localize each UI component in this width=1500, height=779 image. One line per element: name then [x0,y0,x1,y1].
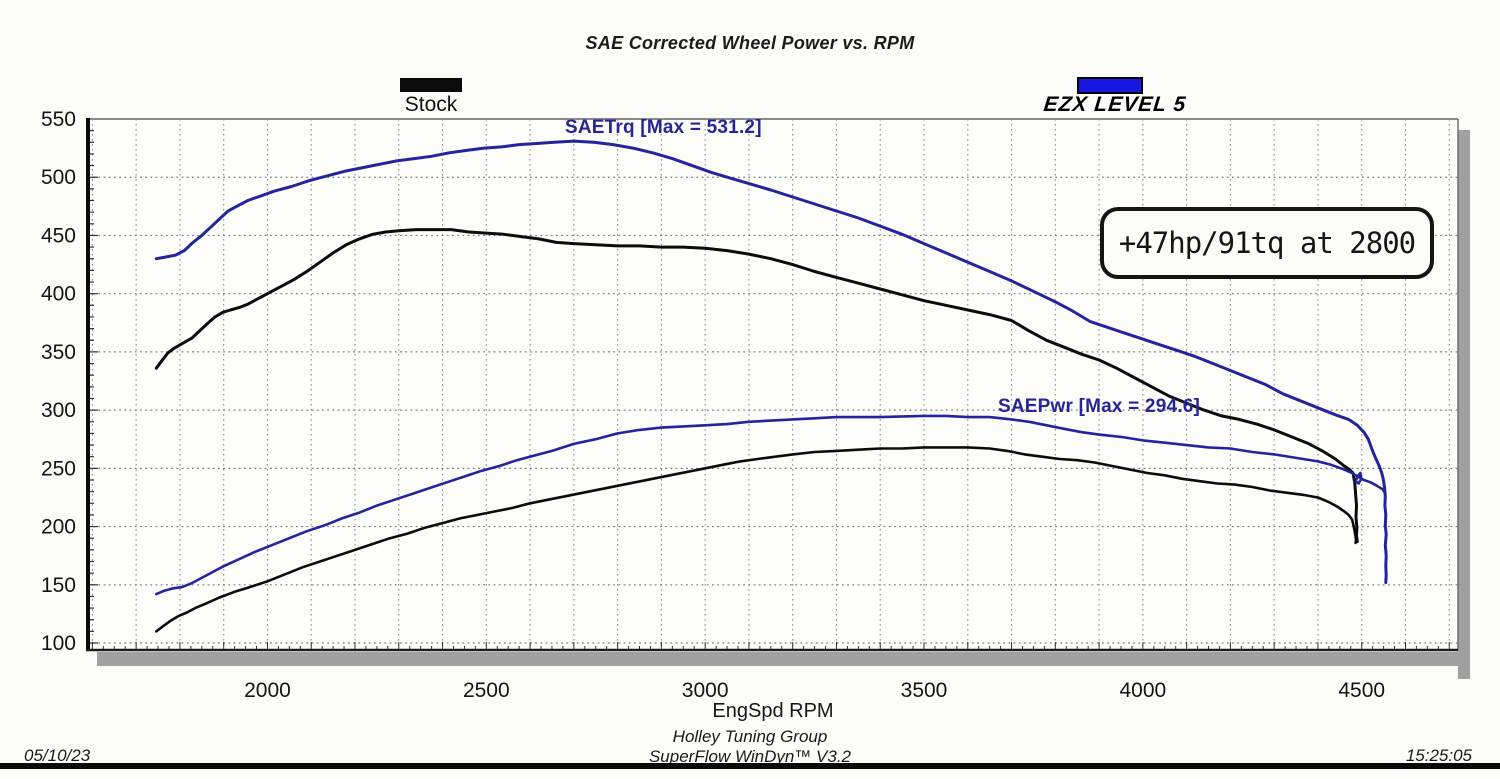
y-tick-label: 350 [41,341,76,364]
legend-swatch-stock [400,78,462,92]
legend-swatch-ezx [1077,77,1143,94]
y-tick-label: 450 [41,224,76,247]
footer-time: 15:25:05 [1405,746,1472,765]
footer-date: 05/10/23 [24,746,91,765]
torque-max-annotation: SAETrq [Max = 531.2] [565,117,762,138]
x-tick-label: 4000 [1119,679,1166,702]
bottom-rule [0,763,1500,769]
x-tick-label: 4500 [1338,679,1385,702]
footer-software-version: SuperFlow WinDyn™ V3.2 [648,747,852,766]
chart-title: SAE Corrected Wheel Power vs. RPM [585,33,915,53]
legend-label-ezx: EZX LEVEL 5 [1042,93,1188,116]
legend-label-stock: Stock [404,93,458,116]
footer-tuning-group: Holley Tuning Group [672,727,828,746]
y-tick-label: 500 [41,166,76,189]
x-axis-title: EngSpd RPM [712,700,834,722]
x-tick-label: 3000 [682,679,729,702]
plot-shadow-bottom [97,652,1470,666]
y-tick-label: 550 [41,108,76,131]
curve-ezx-level-5-saetrq [154,139,1388,584]
curve-ezx-level-5-saepwr [155,414,1387,596]
y-tick-label: 100 [41,632,76,655]
y-tick-label: 200 [41,516,76,539]
curve-stock-saetrq [154,228,1359,544]
gain-callout-box: +47hp/91tq at 2800 [1100,207,1434,279]
power-max-annotation: SAEPwr [Max = 294.6] [998,396,1201,417]
plot-shadow-right [1458,130,1470,679]
y-tick-label: 400 [41,283,76,306]
x-tick-label: 2000 [244,679,291,702]
x-tick-label: 2500 [463,679,510,702]
y-tick-label: 150 [41,574,76,597]
y-tick-label: 250 [41,457,76,480]
gain-callout-text: +47hp/91tq at 2800 [1118,226,1416,260]
y-tick-label: 300 [41,399,76,422]
x-tick-label: 3500 [901,679,948,702]
curve-stock-saepwr [155,446,1358,633]
